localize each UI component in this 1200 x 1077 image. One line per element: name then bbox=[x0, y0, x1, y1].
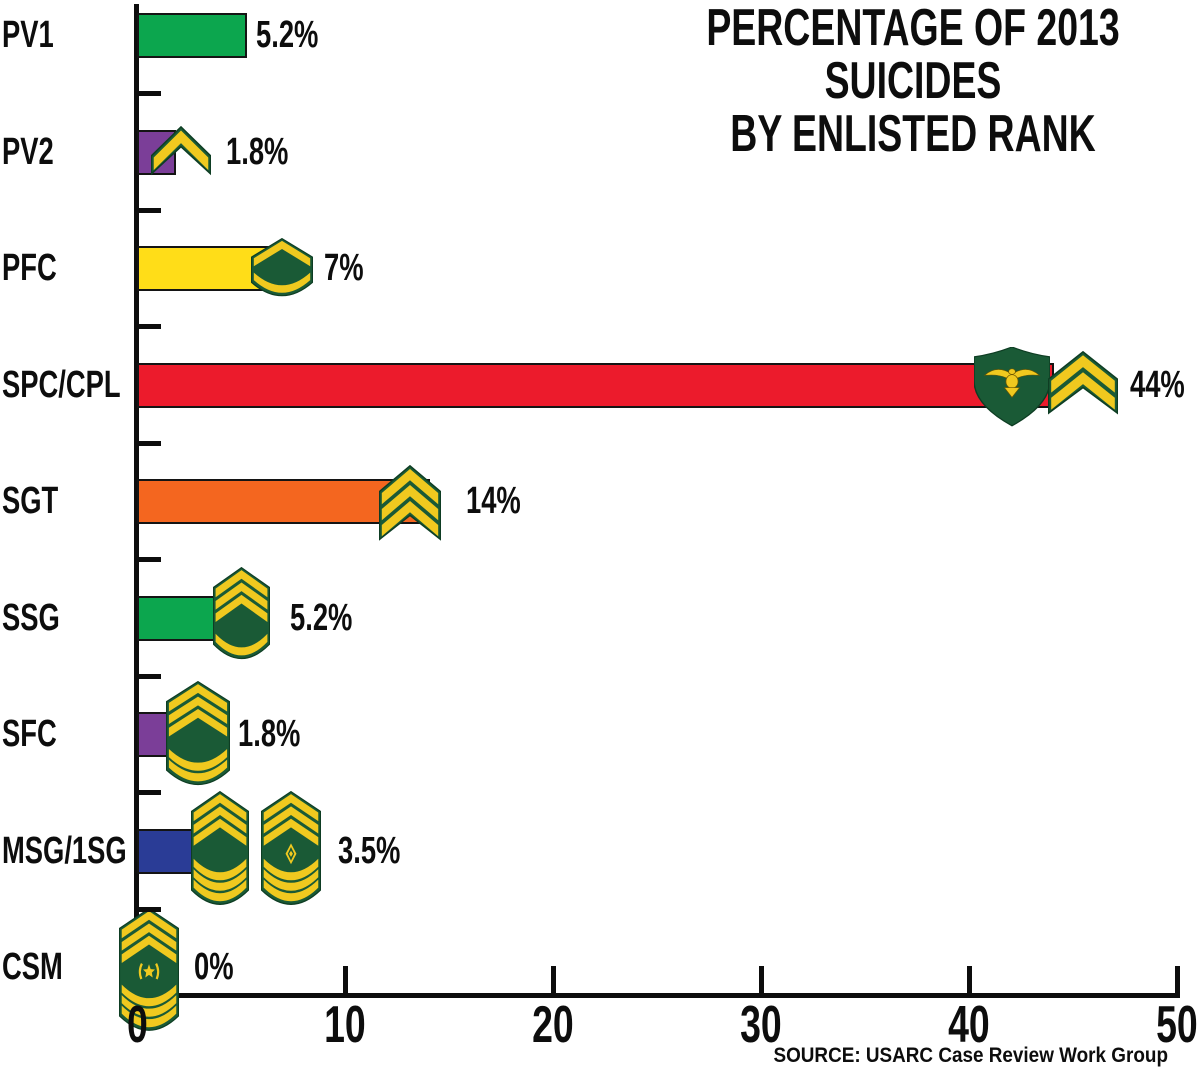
x-axis-tick bbox=[1175, 966, 1180, 993]
x-axis-tick-label: 30 bbox=[691, 999, 831, 1051]
msg-insignia-icon bbox=[191, 791, 249, 908]
category-label: CSM bbox=[2, 946, 86, 988]
sgt-insignia-icon bbox=[379, 465, 441, 545]
value-label-text: 0% bbox=[194, 946, 234, 988]
value-label: 0% bbox=[194, 945, 249, 989]
bar bbox=[137, 13, 247, 58]
sfc-insignia-icon bbox=[166, 681, 230, 787]
x-axis-tick-label-text: 0 bbox=[126, 996, 148, 1054]
value-label-text: 44% bbox=[1130, 364, 1185, 406]
x-axis-tick bbox=[759, 966, 764, 993]
category-label-text: MSG/1SG bbox=[2, 830, 127, 872]
source-credit: SOURCE: USARC Case Review Work Group bbox=[773, 1044, 1168, 1067]
value-label-text: 14% bbox=[466, 480, 521, 522]
value-label: 5.2% bbox=[290, 596, 377, 640]
x-axis-tick-label: 40 bbox=[899, 999, 1039, 1051]
csm-insignia-icon bbox=[119, 908, 179, 1034]
pv2-chevron-icon bbox=[151, 126, 211, 180]
category-label-text: SGT bbox=[2, 480, 59, 522]
y-axis-tick bbox=[136, 208, 161, 213]
value-label: 1.8% bbox=[226, 130, 313, 174]
value-label: 14% bbox=[466, 479, 542, 523]
bar bbox=[137, 363, 1054, 408]
x-axis-line bbox=[132, 993, 1180, 998]
pfc-insignia-icon bbox=[251, 238, 313, 298]
category-label-text: PV2 bbox=[2, 131, 54, 173]
category-label-text: SFC bbox=[2, 713, 57, 755]
cpl-insignia-icon bbox=[1048, 351, 1118, 419]
y-axis-tick bbox=[136, 91, 161, 96]
value-label: 1.8% bbox=[238, 712, 325, 756]
y-axis-tick bbox=[136, 907, 161, 912]
value-label-text: 5.2% bbox=[290, 597, 353, 639]
x-axis-tick-label: 50 bbox=[1107, 999, 1200, 1051]
category-label: PFC bbox=[2, 247, 78, 289]
value-label-text: 7% bbox=[324, 247, 364, 289]
category-label-text: PFC bbox=[2, 247, 57, 289]
category-label: MSG/1SG bbox=[2, 830, 175, 872]
y-axis-tick bbox=[136, 441, 161, 446]
category-label: SFC bbox=[2, 713, 78, 755]
category-label: SPC/CPL bbox=[2, 364, 167, 406]
x-axis-tick-label-text: 30 bbox=[740, 996, 782, 1054]
chart-title-line1: PERCENTAGE OF 2013 SUICIDES bbox=[706, 0, 1120, 110]
x-axis-tick-label: 0 bbox=[67, 999, 207, 1051]
ssg-insignia-icon bbox=[213, 567, 270, 661]
y-axis-tick bbox=[136, 790, 161, 795]
y-axis-line bbox=[134, 4, 139, 998]
value-label: 5.2% bbox=[256, 13, 343, 57]
chart-title-line2: BY ENLISTED RANK bbox=[730, 105, 1096, 163]
x-axis-tick-label: 20 bbox=[483, 999, 623, 1051]
value-label: 44% bbox=[1130, 363, 1200, 407]
value-label-text: 3.5% bbox=[338, 830, 401, 872]
x-axis-tick-label-text: 40 bbox=[948, 996, 990, 1054]
x-axis-tick-label: 10 bbox=[275, 999, 415, 1051]
category-label-text: SPC/CPL bbox=[2, 364, 121, 406]
x-axis-tick-label-text: 10 bbox=[324, 996, 366, 1054]
category-label: PV2 bbox=[2, 131, 74, 173]
x-axis-tick-label-text: 20 bbox=[532, 996, 574, 1054]
category-label-text: SSG bbox=[2, 597, 60, 639]
y-axis-tick bbox=[136, 324, 161, 329]
category-label: SGT bbox=[2, 480, 80, 522]
x-axis-tick bbox=[343, 966, 348, 993]
y-axis-tick bbox=[136, 674, 161, 679]
x-axis-tick-label-text: 50 bbox=[1156, 996, 1198, 1054]
x-axis-tick bbox=[551, 966, 556, 993]
x-axis-tick bbox=[967, 966, 972, 993]
category-label-text: PV1 bbox=[2, 14, 54, 56]
value-label-text: 5.2% bbox=[256, 14, 319, 56]
category-label: SSG bbox=[2, 597, 82, 639]
first-sergeant-insignia-icon bbox=[261, 791, 321, 908]
value-label-text: 1.8% bbox=[238, 713, 301, 755]
chart-title: PERCENTAGE OF 2013 SUICIDES BY ENLISTED … bbox=[697, 2, 1129, 161]
value-label: 7% bbox=[324, 246, 379, 290]
spc-insignia-icon bbox=[974, 347, 1050, 427]
category-label: PV1 bbox=[2, 14, 74, 56]
category-label-text: CSM bbox=[2, 946, 63, 988]
value-label-text: 1.8% bbox=[226, 131, 289, 173]
value-label: 3.5% bbox=[338, 829, 425, 873]
y-axis-tick bbox=[136, 557, 161, 562]
